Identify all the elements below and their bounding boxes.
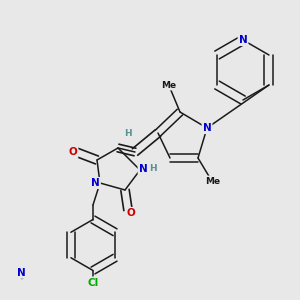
Text: Cl: Cl [87,278,99,287]
Text: Me: Me [161,80,176,89]
Text: N: N [139,164,147,173]
Text: N: N [202,123,211,133]
Text: N: N [91,178,100,188]
Text: N: N [238,35,247,45]
Text: O: O [127,208,135,218]
Text: O: O [69,147,77,157]
Text: N: N [17,268,26,278]
Text: H: H [124,128,132,137]
Text: Me: Me [206,176,220,185]
Text: H: H [149,164,156,173]
